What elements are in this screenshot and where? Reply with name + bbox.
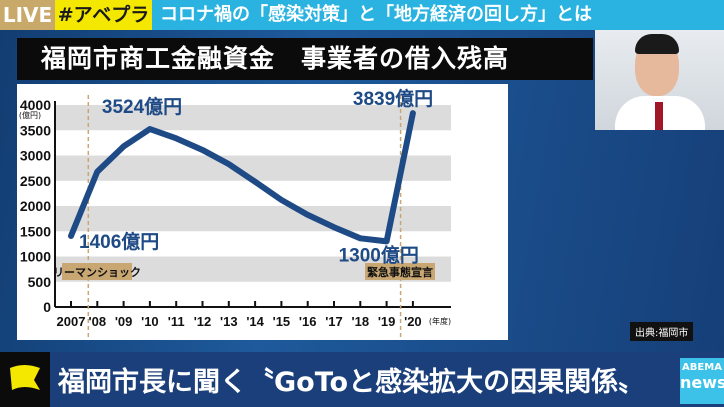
data-point: [332, 225, 336, 230]
event-label-box: [62, 263, 132, 280]
event-label: 緊急事態宣言: [367, 265, 433, 279]
data-label: 3839億円: [353, 87, 433, 110]
x-tick-label: '12: [194, 314, 212, 329]
x-tick-label: 2007: [57, 314, 86, 329]
x-tick-label: '16: [299, 314, 317, 329]
x-tick-label: '10: [141, 314, 159, 329]
data-point: [305, 212, 310, 217]
flag-box: [0, 352, 50, 407]
data-point: [200, 147, 205, 152]
flag-icon: [10, 365, 40, 390]
x-tick-label: '19: [378, 314, 396, 329]
live-badge: LIVE: [0, 0, 55, 30]
y-tick-label: 500: [28, 274, 52, 290]
data-point: [384, 239, 389, 244]
topic-title: コロナ禍の「感染対策」と「地方経済の回し方」とは: [152, 0, 724, 30]
data-label: 1406億円: [79, 230, 159, 253]
video-feed: [595, 30, 724, 130]
data-point: [69, 233, 73, 238]
y-tick-label: 0: [43, 299, 51, 315]
data-point: [279, 197, 284, 202]
data-point: [174, 136, 179, 141]
y-tick-label: 2000: [20, 198, 51, 214]
data-point: [95, 169, 100, 174]
y-tick-label: 2500: [20, 173, 51, 189]
x-tick-label: '14: [246, 314, 264, 329]
data-point: [410, 111, 415, 116]
ticker-text: 福岡市長に聞く〝GoToと感染拡大の因果関係〟: [58, 367, 646, 398]
y-axis-unit: (億円): [19, 110, 41, 120]
x-tick-label: '20: [404, 314, 422, 329]
chart-title: 福岡市商工金融資金 事業者の借入残高: [17, 38, 593, 80]
x-tick-label: '13: [220, 314, 238, 329]
data-point: [226, 162, 231, 167]
x-tick-label: '15: [273, 314, 291, 329]
event-label-box: [365, 263, 435, 280]
grid-band: [55, 155, 451, 181]
hashtag: #アベプラ: [55, 0, 152, 30]
source-label: 出典:福岡市: [630, 322, 694, 341]
news-ticker: 福岡市長に聞く〝GoToと感染拡大の因果関係〟 ABEMA news/: [0, 352, 724, 407]
event-label: リーマンショック: [53, 266, 141, 279]
y-tick-label: 3500: [20, 122, 51, 138]
x-tick-label: '09: [115, 314, 133, 329]
data-label: 1300億円: [339, 243, 419, 266]
series-line: [68, 110, 416, 245]
x-tick-label: '17: [325, 314, 343, 329]
x-tick-label: '11: [168, 314, 185, 329]
data-point: [147, 127, 152, 132]
top-banner: LIVE #アベプラ コロナ禍の「感染対策」と「地方経済の回し方」とは: [0, 0, 724, 30]
x-tick-label: '08: [89, 314, 107, 329]
x-tick-label: '18: [352, 314, 370, 329]
grid-band: [55, 105, 451, 131]
y-tick-label: 1500: [20, 223, 51, 239]
y-tick-label: 1000: [20, 249, 51, 265]
y-tick-label: 4000: [20, 97, 51, 113]
data-point: [358, 236, 363, 241]
abema-news-logo: ABEMA news/: [680, 358, 724, 404]
data-label: 3524億円: [102, 95, 182, 118]
data-point: [253, 179, 258, 184]
data-point: [121, 144, 126, 149]
x-axis-unit: (年度): [429, 316, 451, 326]
grid-band: [55, 206, 451, 232]
y-tick-label: 3000: [20, 148, 51, 164]
